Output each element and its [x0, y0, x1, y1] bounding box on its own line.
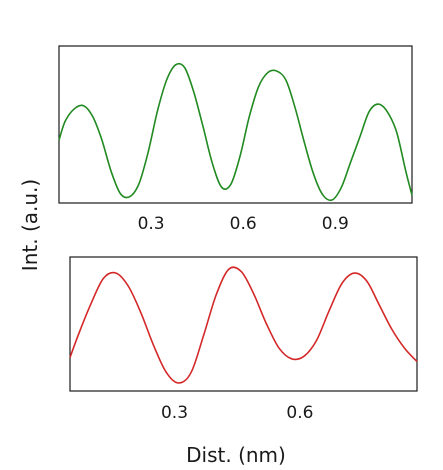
x-axis-label: Dist. (nm) [186, 443, 286, 467]
x-tick-label-top: 0.9 [322, 214, 349, 234]
y-axis-label: Int. (a.u.) [18, 179, 42, 271]
x-tick-label-top: 0.3 [138, 214, 165, 234]
x-tick-label-bottom: 0.6 [286, 403, 313, 423]
panel-bottom: 0.3 0.6 [69, 256, 418, 423]
plot-frame-top [58, 45, 413, 204]
x-tick-label-bottom: 0.3 [161, 403, 188, 423]
x-ticks-top: 0.3 0.6 0.9 [138, 214, 349, 234]
series-line-top [58, 62, 413, 202]
series-line-bottom [69, 266, 418, 384]
x-ticks-bottom: 0.3 0.6 [161, 403, 313, 423]
plot-frame-bottom [69, 256, 418, 392]
panel-top: 0.3 0.6 0.9 [58, 45, 413, 234]
x-tick-label-top: 0.6 [230, 214, 257, 234]
